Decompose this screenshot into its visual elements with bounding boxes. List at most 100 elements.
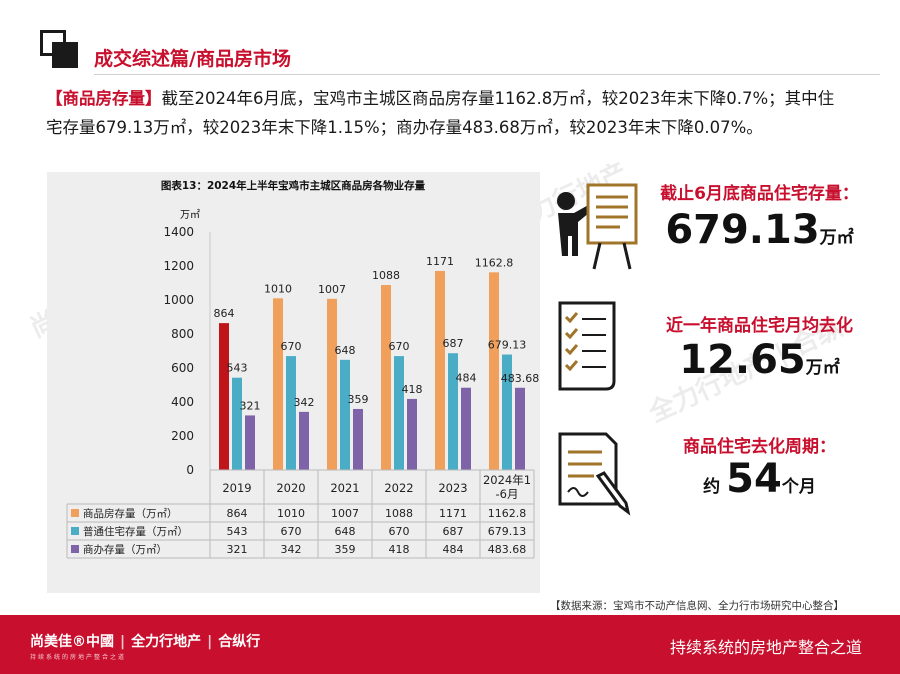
logo-mark [40,30,78,68]
bar [381,285,391,470]
table-cell-value: 484 [443,543,464,556]
stock-card-unit: 万㎡ [819,228,854,248]
x-category-label: 2021 [330,481,359,495]
bar-value-label: 543 [227,362,248,375]
table-cell-value: 670 [389,525,410,538]
bar-value-label: 687 [443,337,464,350]
absorption-card-label: 近一年商品住宅月均去化 [666,316,853,336]
x-category-label: 2020 [276,481,305,495]
absorption-card-value: 12.65 [679,337,806,383]
bar-value-label: 670 [281,340,302,353]
table-cell-value: 483.68 [488,543,527,556]
brand-hezongxing: 合纵行 [218,634,261,650]
table-cell-value: 679.13 [488,525,527,538]
legend-swatch [71,545,79,553]
table-cell-value: 418 [389,543,410,556]
bar-value-label: 484 [456,372,477,385]
footer-slogan: 持续系统的房地产整合之道 [669,638,862,657]
brand-shangmeijia: 尚美佳®中國 [30,634,114,650]
data-source: 【数据来源：宝鸡市不动产信息网、全力行市场研究中心整合】 [550,600,844,612]
footer-brand: 尚美佳®中國 | 全力行地产 | 合纵行 [30,634,261,650]
bar [435,270,445,470]
table-cell-value: 1162.8 [488,507,527,520]
cycle-card: 商品住宅去化周期： 约 54个月 [552,420,872,528]
x-category-label: 2022 [384,481,413,495]
bar [286,356,296,470]
bar-value-label: 418 [402,383,423,396]
table-cell-value: 1010 [277,507,305,520]
absorption-card-unit: 万㎡ [805,358,840,378]
bar [273,298,283,470]
stock-card-label: 截止6月底商品住宅存量： [660,184,859,204]
bar-value-label: 648 [335,344,356,357]
bar [489,272,499,470]
table-cell-value: 321 [227,543,248,556]
stock-card-value: 679.13 [665,207,820,253]
bar-value-label: 359 [348,393,369,406]
table-cell-value: 1171 [439,507,467,520]
y-tick-label: 1000 [163,293,194,307]
bar [327,298,337,470]
stock-card: 截止6月底商品住宅存量： 679.13万㎡ [552,175,872,283]
bar [299,411,309,470]
cycle-card-unit: 个月 [781,477,816,497]
x-category-label: 2019 [222,481,251,495]
bar-value-label: 342 [294,396,315,409]
title-divider [94,74,880,75]
bar-value-label: 679.13 [488,339,527,352]
chart-title: 图表13：2024年上半年宝鸡市主城区商品房各物业存量 [161,179,426,192]
bar [394,356,404,470]
legend-entry: 商品房存量（万㎡） [83,507,178,520]
bar [232,377,242,470]
bar [461,387,471,470]
y-axis-unit: 万㎡ [180,209,200,221]
y-tick-label: 0 [186,463,194,477]
table-cell-value: 648 [335,525,356,538]
y-tick-label: 200 [171,429,194,443]
table-cell-value: 342 [281,543,302,556]
y-tick-label: 600 [171,361,194,375]
y-tick-label: 400 [171,395,194,409]
bar [340,359,350,470]
bar [353,408,363,470]
bar [515,387,525,470]
table-cell-value: 687 [443,525,464,538]
cycle-card-value: 54 [726,456,782,502]
x-category-label: 2024年1 [483,473,531,487]
presentation-board-icon [557,183,638,270]
footer-bar: 尚美佳®中國 | 全力行地产 | 合纵行 持续系统的房地产整合之道 持续系统的房地产整合… [0,615,900,674]
bar [219,323,229,470]
legend-entry: 商办存量（万㎡） [83,543,167,556]
bar-value-label: 670 [389,340,410,353]
bar-value-label: 864 [214,307,235,320]
bar-value-label: 1007 [318,283,346,296]
x-category-label: -6月 [496,487,519,501]
table-cell-value: 1007 [331,507,359,520]
checklist-icon [558,301,616,391]
y-tick-label: 1200 [163,259,194,273]
cycle-card-label: 商品住宅去化周期： [683,437,836,457]
legend-entry: 普通住宅存量（万㎡） [83,525,188,538]
chart-panel: 图表13：2024年上半年宝鸡市主城区商品房各物业存量万㎡ 0 200 400 600 8… [47,172,540,593]
document-pen-icon [558,432,631,516]
bar-value-label: 1088 [372,269,400,282]
section-title: 成交综述篇/商品房市场 [94,48,291,70]
bar [245,415,255,470]
absorption-card: 近一年商品住宅月均去化 12.65万㎡ [552,293,872,401]
bar-value-label: 1162.8 [475,256,514,269]
x-category-label: 2023 [438,481,467,495]
cycle-card-prefix: 约 [703,477,721,497]
legend-swatch [71,527,79,535]
bar-value-label: 321 [240,399,261,412]
bar [448,353,458,470]
y-tick-label: 800 [171,327,194,341]
intro-paragraph: 【商品房存量】截至2024年6月底，宝鸡市主城区商品房存量1162.8万㎡，较2… [46,84,846,142]
table-cell-value: 864 [227,507,248,520]
table-cell-value: 543 [227,525,248,538]
table-cell-value: 670 [281,525,302,538]
bar-value-label: 483.68 [501,372,540,385]
brand-quanlixing: 全力行地产 [131,634,202,650]
bar [502,354,512,470]
intro-text: 截至2024年6月底，宝鸡市主城区商品房存量1162.8万㎡，较2023年末下降… [46,89,835,137]
